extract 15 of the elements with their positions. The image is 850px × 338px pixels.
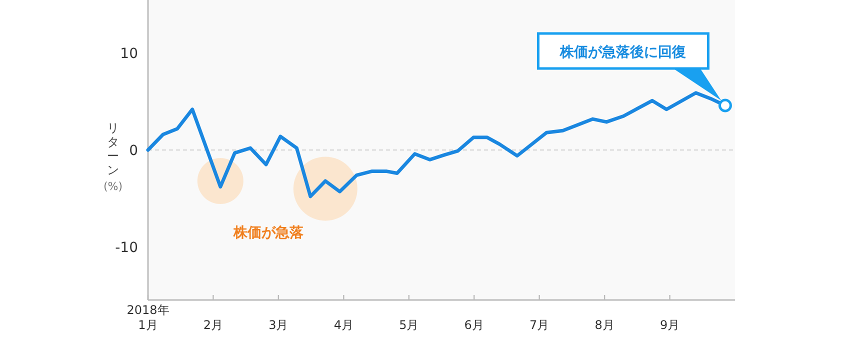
annotation: 株価が急落 bbox=[232, 225, 304, 242]
y-tick-label: -10 bbox=[115, 240, 138, 256]
x-tick-label: 7月 bbox=[530, 318, 550, 332]
x-tick-label: 5月 bbox=[399, 318, 419, 332]
y-axis-title: リターン (%) bbox=[103, 121, 123, 193]
annotation: 株価が急落後に回復 bbox=[559, 44, 686, 60]
x-tick-label: 3月 bbox=[268, 318, 288, 332]
x-tick-label: 4月 bbox=[334, 318, 354, 332]
x-tick-label: 8月 bbox=[594, 318, 614, 332]
x-tick-label: 6月 bbox=[464, 318, 484, 332]
x-tick-label: 2018年 1月 bbox=[126, 303, 170, 332]
x-tick-label: 2月 bbox=[203, 318, 224, 332]
y-tick-label: 0 bbox=[129, 143, 138, 159]
x-tick-label: 9月 bbox=[660, 318, 680, 332]
y-tick-label: 10 bbox=[120, 46, 138, 62]
